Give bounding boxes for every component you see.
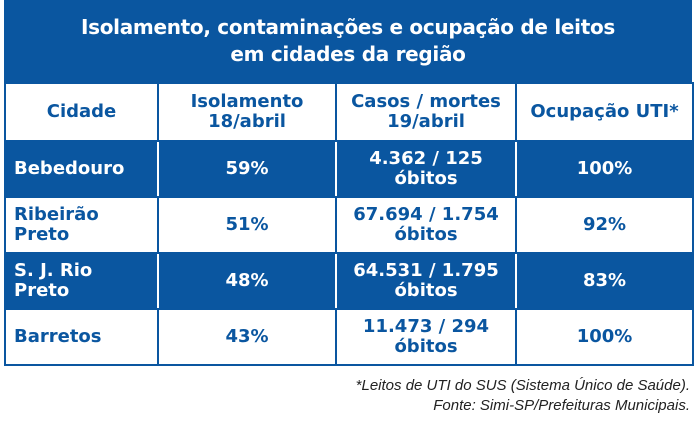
cell-isolamento: 59% bbox=[157, 140, 337, 198]
cell-isolamento: 48% bbox=[157, 252, 337, 310]
title-line-1: Isolamento, contaminações e ocupação de … bbox=[80, 15, 616, 39]
footnote-source: Fonte: Simi-SP/Prefeituras Municipais. bbox=[433, 397, 690, 414]
cell-cidade: Barretos bbox=[4, 308, 159, 366]
cell-uti: 100% bbox=[515, 308, 694, 366]
header-casos: Casos / mortes 19/abril bbox=[335, 82, 517, 142]
table-title: Isolamento, contaminações e ocupação de … bbox=[4, 0, 692, 82]
table-row: S. J. Rio Preto 48% 64.531 / 1.795 óbitos… bbox=[4, 252, 694, 310]
cell-cidade: Bebedouro bbox=[4, 140, 159, 198]
header-isolamento: Isolamento 18/abril bbox=[157, 82, 337, 142]
header-cidade: Cidade bbox=[4, 82, 159, 142]
table-row: Barretos 43% 11.473 / 294 óbitos 100% bbox=[4, 308, 694, 366]
cell-casos: 64.531 / 1.795 óbitos bbox=[335, 252, 517, 310]
title-line-2: em cidades da região bbox=[230, 42, 466, 66]
footnote: *Leitos de UTI do SUS (Sistema Único de … bbox=[356, 376, 690, 416]
cell-isolamento: 43% bbox=[157, 308, 337, 366]
cell-uti: 92% bbox=[515, 196, 694, 254]
table-row: Bebedouro 59% 4.362 / 125 óbitos 100% bbox=[4, 140, 694, 198]
footnote-uti: *Leitos de UTI do SUS (Sistema Único de … bbox=[355, 377, 690, 394]
cell-casos: 11.473 / 294 óbitos bbox=[335, 308, 517, 366]
cell-isolamento: 51% bbox=[157, 196, 337, 254]
cell-cidade: Ribeirão Preto bbox=[4, 196, 159, 254]
header-uti: Ocupação UTI* bbox=[515, 82, 694, 142]
table-infographic: Isolamento, contaminações e ocupação de … bbox=[4, 0, 694, 366]
data-table: Cidade Isolamento 18/abril Casos / mortes… bbox=[4, 82, 694, 366]
cell-cidade: S. J. Rio Preto bbox=[4, 252, 159, 310]
header-row: Cidade Isolamento 18/abril Casos / mortes… bbox=[4, 82, 694, 142]
cell-casos: 67.694 / 1.754 óbitos bbox=[335, 196, 517, 254]
cell-uti: 83% bbox=[515, 252, 694, 310]
table-row: Ribeirão Preto 51% 67.694 / 1.754 óbitos … bbox=[4, 196, 694, 254]
cell-uti: 100% bbox=[515, 140, 694, 198]
cell-casos: 4.362 / 125 óbitos bbox=[335, 140, 517, 198]
